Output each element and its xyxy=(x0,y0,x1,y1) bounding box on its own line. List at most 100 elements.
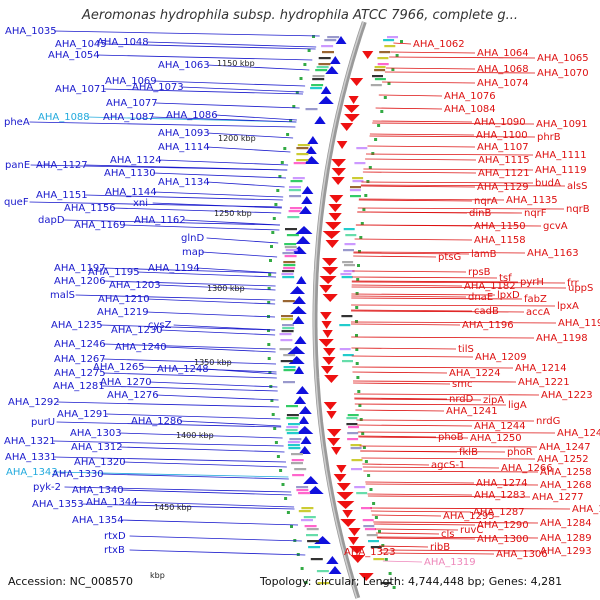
right-gene-label[interactable]: AHA_1274 xyxy=(476,478,528,489)
right-gene-label[interactable]: AHA_1266 xyxy=(501,463,553,474)
right-gene-label[interactable]: AHA_1065 xyxy=(537,53,589,64)
right-gene-label[interactable]: AHA_1247 xyxy=(539,442,591,453)
right-gene-label[interactable]: AHA_1068 xyxy=(477,64,529,75)
right-gene-label[interactable]: AHA_1214 xyxy=(515,363,567,374)
left-gene-label[interactable]: AHA_1124 xyxy=(110,155,162,166)
right-gene-label[interactable]: AHA_1192 xyxy=(558,318,600,329)
left-gene-label[interactable]: AHA_1246 xyxy=(54,339,106,350)
left-gene-label[interactable]: AHA_1054 xyxy=(48,50,100,61)
left-gene-label[interactable]: AHA_1077 xyxy=(106,98,158,109)
left-gene-label[interactable]: AHA_1130 xyxy=(104,168,156,179)
right-gene-label[interactable]: AHA_1258 xyxy=(540,467,592,478)
left-gene-label[interactable]: AHA_1330 xyxy=(52,469,104,480)
left-gene-label[interactable]: xni xyxy=(133,198,148,209)
left-gene-label[interactable]: AHA_1162 xyxy=(134,215,186,226)
right-gene-label[interactable]: phoB xyxy=(438,432,464,443)
left-gene-label[interactable]: AHA_1275 xyxy=(54,368,106,379)
right-gene-label[interactable]: AHA_1250 xyxy=(470,433,522,444)
left-gene-label[interactable]: AHA_1088 xyxy=(38,112,90,123)
right-gene-label[interactable]: nqrA xyxy=(474,196,498,207)
right-gene-label[interactable]: AHA_1283 xyxy=(474,490,526,501)
right-gene-label[interactable]: AHA_1287 xyxy=(473,507,525,518)
left-gene-label[interactable]: AHA_1320 xyxy=(74,457,126,468)
right-gene-label[interactable]: frr xyxy=(567,278,579,289)
left-gene-label[interactable]: AHA_1035 xyxy=(5,26,57,37)
left-gene-label[interactable]: AHA_1114 xyxy=(158,142,210,153)
right-gene-label[interactable]: lpxD xyxy=(497,290,520,301)
left-gene-label[interactable]: AHA_1353 xyxy=(32,499,84,510)
right-gene-label[interactable]: tilS xyxy=(458,344,474,355)
right-gene-label[interactable]: ribB xyxy=(430,542,450,553)
left-gene-label[interactable]: AHA_1195 xyxy=(88,267,140,278)
right-gene-label[interactable]: fabZ xyxy=(524,294,547,305)
left-gene-label[interactable]: cysZ xyxy=(148,320,172,331)
right-gene-label[interactable]: AHA_1100 xyxy=(476,130,528,141)
left-gene-label[interactable]: AHA_1281 xyxy=(53,381,105,392)
right-gene-label[interactable]: nqrB xyxy=(566,204,590,215)
right-gene-label[interactable]: pyrH xyxy=(520,277,544,288)
right-gene-label[interactable]: phoR xyxy=(507,447,533,458)
right-gene-label[interactable]: AHA_1150 xyxy=(474,221,526,232)
right-gene-label[interactable]: AHA_1221 xyxy=(518,377,570,388)
right-gene-label[interactable]: AHA_1076 xyxy=(444,91,496,102)
left-gene-label[interactable]: AHA_1292 xyxy=(8,397,60,408)
left-gene-label[interactable]: AHA_1073 xyxy=(132,82,184,93)
left-gene-label[interactable]: rtxD xyxy=(104,531,126,542)
right-gene-label[interactable]: phrB xyxy=(537,132,561,143)
left-gene-label[interactable]: malS xyxy=(50,290,75,301)
left-gene-label[interactable]: AHA_1151 xyxy=(36,190,88,201)
right-gene-label[interactable]: AHA_1295 xyxy=(443,511,495,522)
right-gene-label[interactable]: AHA_1062 xyxy=(413,39,465,50)
left-gene-label[interactable]: AHA_1219 xyxy=(97,307,149,318)
right-gene-label[interactable]: cadB xyxy=(474,306,499,317)
right-gene-label[interactable]: rpsB xyxy=(468,267,491,278)
right-gene-label[interactable]: AHA_1252 xyxy=(537,454,589,465)
left-gene-label[interactable]: AHA_1291 xyxy=(57,409,109,420)
right-gene-label[interactable]: AHA_1084 xyxy=(444,104,496,115)
right-gene-label[interactable]: agcS-1 xyxy=(431,460,465,471)
right-gene-label[interactable]: uppS xyxy=(568,283,593,294)
right-gene-label[interactable]: AHA_1300 xyxy=(477,534,529,545)
right-gene-label[interactable]: alsS xyxy=(567,181,587,192)
right-gene-label[interactable]: AHA_1284 xyxy=(540,518,592,529)
left-gene-label[interactable]: map xyxy=(182,247,204,258)
left-gene-label[interactable]: AHA_1276 xyxy=(107,390,159,401)
left-gene-label[interactable]: AHA_1127 xyxy=(36,160,88,171)
right-gene-label[interactable]: AHA_1196 xyxy=(462,320,514,331)
left-gene-label[interactable]: panE xyxy=(5,160,30,171)
left-gene-label[interactable]: AHA_1354 xyxy=(72,515,124,526)
left-gene-label[interactable]: rtxB xyxy=(104,545,125,556)
left-gene-label[interactable]: queF xyxy=(4,197,29,208)
right-gene-label[interactable]: AHA_1135 xyxy=(506,195,558,206)
right-gene-label[interactable]: AHA_1242 xyxy=(557,428,600,439)
left-gene-label[interactable]: AHA_1134 xyxy=(158,177,210,188)
right-gene-label[interactable]: fklB xyxy=(459,447,478,458)
right-gene-label[interactable]: AHA_1223 xyxy=(541,390,593,401)
left-gene-label[interactable]: AHA_1240 xyxy=(115,342,167,353)
right-gene-label[interactable]: AHA_1119 xyxy=(535,165,587,176)
right-gene-label[interactable]: AHA_1289 xyxy=(540,533,592,544)
left-gene-label[interactable]: pheA xyxy=(4,117,30,128)
left-gene-label[interactable]: AHA_1071 xyxy=(55,84,107,95)
left-gene-label[interactable]: AHA_1235 xyxy=(51,320,103,331)
right-gene-label[interactable]: cls xyxy=(441,529,455,540)
left-gene-label[interactable]: AHA_1144 xyxy=(105,187,157,198)
left-gene-label[interactable]: AHA_1267 xyxy=(54,354,106,365)
right-gene-label[interactable]: AHA_1064 xyxy=(477,48,529,59)
left-gene-label[interactable]: AHA_1194 xyxy=(148,263,200,274)
left-gene-label[interactable]: AHA_1321 xyxy=(4,436,56,447)
right-gene-label[interactable]: AHA_1209 xyxy=(475,352,527,363)
left-gene-label[interactable]: AHA_1265 xyxy=(93,362,145,373)
right-gene-label[interactable]: nrdD xyxy=(449,394,474,405)
right-gene-label[interactable]: dinB xyxy=(469,208,491,219)
right-gene-label[interactable]: AHA_1115 xyxy=(478,155,530,166)
right-gene-label[interactable]: ligA xyxy=(508,400,527,411)
right-gene-label[interactable]: smc xyxy=(452,379,472,390)
right-gene-label[interactable]: AHA_1182 xyxy=(464,281,516,292)
right-gene-label[interactable]: AHA_1121 xyxy=(478,168,530,179)
left-gene-label[interactable]: AHA_1063 xyxy=(158,60,210,71)
right-gene-label[interactable]: AHA_1319 xyxy=(424,557,476,568)
right-gene-label[interactable]: AHA_1244 xyxy=(474,421,526,432)
right-gene-label[interactable]: gcvA xyxy=(543,221,568,232)
